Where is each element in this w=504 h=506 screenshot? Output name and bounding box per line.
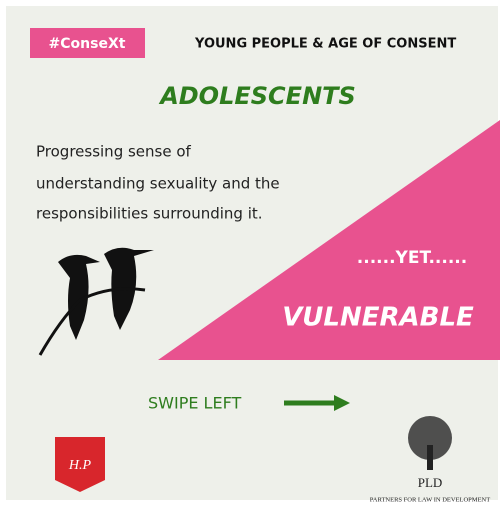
- vulnerable: VULNERABLE: [282, 303, 474, 333]
- hp-text: H.P: [68, 458, 92, 473]
- pld-acronym: PLD: [418, 475, 443, 490]
- description-line: Progressing sense of: [36, 143, 192, 161]
- description-line: responsibilities surrounding it.: [36, 205, 263, 223]
- title: YOUNG PEOPLE & AGE OF CONSENT: [194, 37, 456, 52]
- connector: ......YET......: [357, 248, 467, 268]
- tag: #ConseXt: [49, 36, 126, 52]
- swipe-label: SWIPE LEFT: [148, 394, 241, 413]
- post: #ConseXt YOUNG PEOPLE & AGE OF CONSENT A…: [0, 0, 504, 506]
- heading: ADOLESCENTS: [158, 82, 356, 110]
- description-line: understanding sexuality and the: [36, 175, 280, 193]
- pld-name: PARTNERS FOR LAW IN DEVELOPMENT: [370, 496, 490, 503]
- page: #ConseXt YOUNG PEOPLE & AGE OF CONSENT A…: [0, 0, 504, 506]
